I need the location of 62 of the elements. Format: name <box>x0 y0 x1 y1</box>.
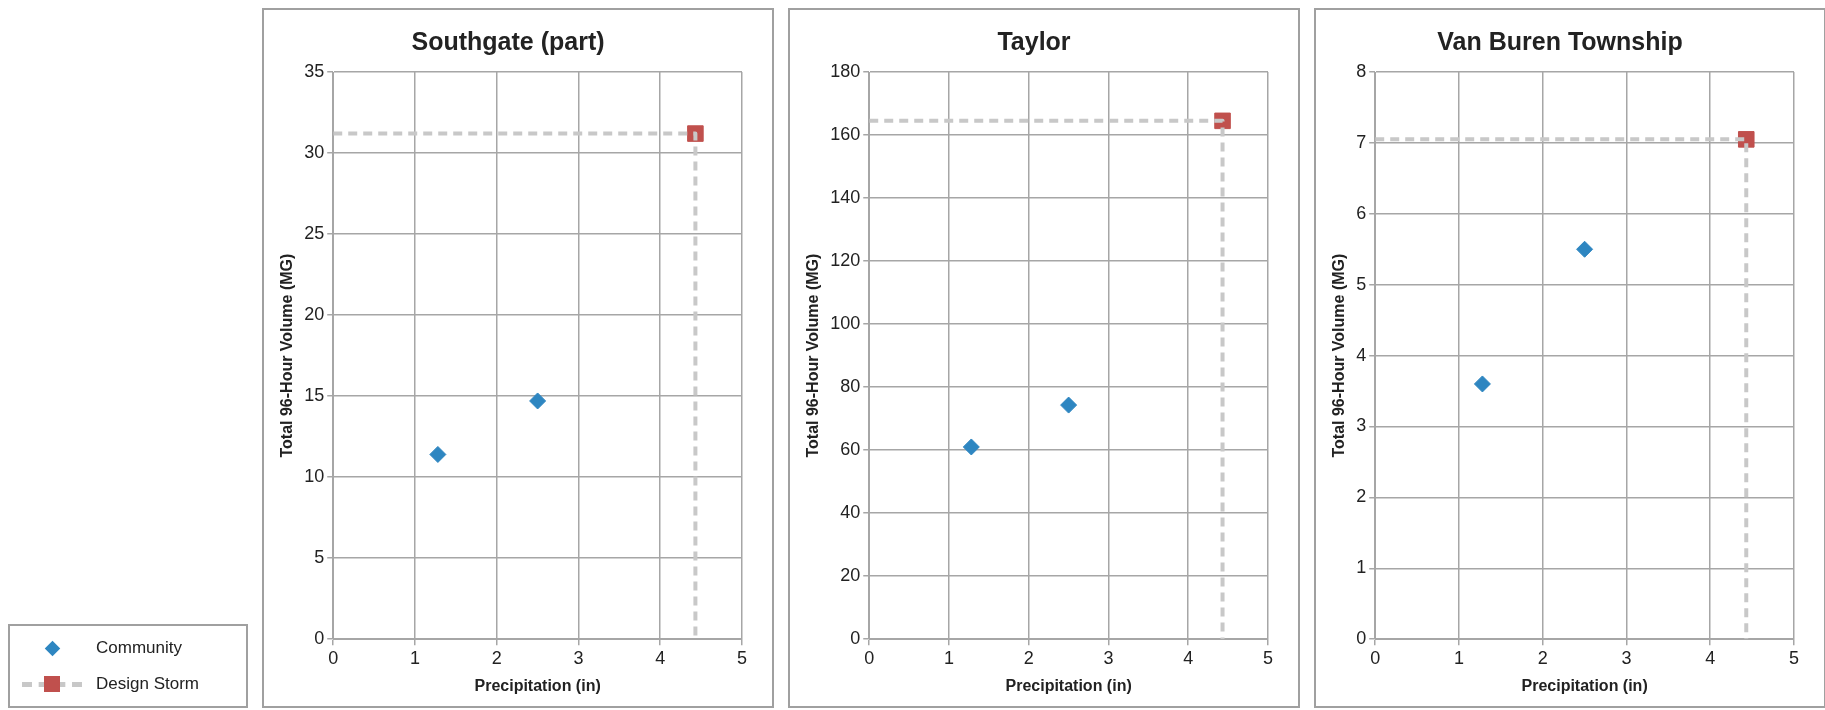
x-tick-label: 1 <box>943 647 954 668</box>
x-tick-label: 5 <box>1788 647 1800 668</box>
y-tick-label: 140 <box>830 187 861 208</box>
x-tick-label: 1 <box>409 647 420 668</box>
x-tick-label: 3 <box>573 647 584 668</box>
point <box>1473 375 1491 393</box>
y-tick-label: 15 <box>304 385 325 406</box>
x-tick-label: 0 <box>328 647 339 668</box>
x-tick-label: 2 <box>1023 647 1034 668</box>
point <box>1576 240 1594 258</box>
x-tick-label: 2 <box>491 647 502 668</box>
legend-label: Design Storm <box>96 674 199 694</box>
y-tick-label: 80 <box>840 376 861 397</box>
y-tick-label: 0 <box>850 628 861 649</box>
y-tick-label: 7 <box>1356 131 1367 152</box>
x-axis-title: Precipitation (in) <box>1521 676 1648 694</box>
x-tick-label: 1 <box>1453 647 1464 668</box>
x-axis-title: Precipitation (in) <box>474 676 601 694</box>
x-tick-label: 5 <box>736 647 748 668</box>
x-tick-label: 4 <box>1183 647 1194 668</box>
y-tick-label: 20 <box>304 304 325 325</box>
legend-label: Community <box>96 638 182 658</box>
x-axis-title: Precipitation (in) <box>1005 676 1132 694</box>
y-tick-label: 180 <box>830 60 861 81</box>
chart-title: Southgate (part) <box>411 26 605 55</box>
y-tick-label: 1 <box>1356 557 1367 578</box>
y-tick-label: 2 <box>1356 486 1367 507</box>
point <box>1060 396 1078 414</box>
y-tick-label: 8 <box>1356 60 1367 81</box>
y-tick-label: 120 <box>830 250 861 271</box>
x-tick-label: 3 <box>1103 647 1114 668</box>
x-tick-label: 4 <box>655 647 666 668</box>
x-tick-label: 0 <box>864 647 875 668</box>
x-tick-label: 4 <box>1705 647 1716 668</box>
chart-title: Van Buren Township <box>1437 26 1683 55</box>
y-tick-label: 10 <box>304 466 325 487</box>
y-tick-label: 20 <box>840 565 861 586</box>
y-tick-label: 3 <box>1356 415 1367 436</box>
chart-title: Taylor <box>997 26 1071 55</box>
point <box>529 392 547 410</box>
y-tick-label: 35 <box>304 60 325 81</box>
y-tick-label: 4 <box>1356 344 1367 365</box>
y-tick-label: 40 <box>840 502 861 523</box>
y-axis-title: Total 96-Hour Volume (MG) <box>1330 253 1348 458</box>
y-tick-label: 25 <box>304 223 325 244</box>
x-tick-label: 3 <box>1621 647 1632 668</box>
point <box>429 445 447 463</box>
x-tick-label: 5 <box>1262 647 1274 668</box>
y-tick-label: 5 <box>1356 273 1367 294</box>
y-tick-label: 30 <box>304 142 325 162</box>
y-tick-label: 5 <box>314 547 325 568</box>
y-tick-label: 100 <box>830 313 861 334</box>
y-tick-label: 160 <box>830 123 861 144</box>
x-tick-label: 0 <box>1370 647 1381 668</box>
y-axis-title: Total 96-Hour Volume (MG) <box>804 253 822 458</box>
y-axis-title: Total 96-Hour Volume (MG) <box>278 253 296 458</box>
y-tick-label: 60 <box>840 439 861 460</box>
y-tick-label: 6 <box>1356 202 1367 223</box>
y-tick-label: 0 <box>314 628 325 649</box>
y-tick-label: 0 <box>1356 628 1367 649</box>
point <box>962 438 980 456</box>
x-tick-label: 2 <box>1537 647 1548 668</box>
